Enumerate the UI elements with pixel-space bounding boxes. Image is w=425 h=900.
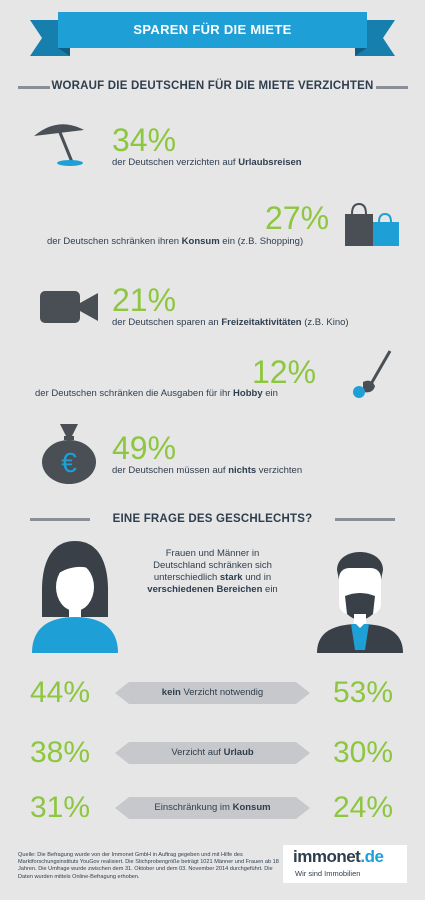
beach-umbrella-icon (34, 124, 84, 166)
title-banner: SPAREN FÜR DIE MIETE (0, 0, 425, 60)
stat-percent-hobby: 12% (252, 354, 317, 390)
stat-percent-freizeit: 21% (112, 282, 177, 318)
stat-text-urlaub: der Deutschen verzichten auf Urlaubsreis… (112, 157, 302, 168)
comparison-label-urlaub: Verzicht auf Urlaub (171, 747, 254, 758)
logo-wordmark: immonet.de (293, 847, 384, 866)
logo-tagline: Wir sind Immobilien (295, 869, 361, 878)
stat-text-nichts: der Deutschen müssen auf nichts verzicht… (112, 465, 303, 476)
women-percent-konsum: 31% (30, 791, 91, 824)
gender-intro-text: Frauen und Männer in Deutschland schränk… (147, 548, 278, 595)
men-percent-urlaub: 30% (333, 736, 394, 769)
double-arrow-icon (115, 742, 310, 764)
svg-text:€: € (61, 447, 77, 478)
euro-money-bag-icon: € (42, 424, 96, 484)
stat-text-freizeit: der Deutschen sparen an Freizeitaktivitä… (112, 317, 349, 328)
comparison-arrow-kein-verzicht: kein Verzicht notwendig (115, 682, 310, 704)
stat-text-hobby: der Deutschen schränken die Ausgaben für… (35, 388, 278, 399)
golf-club-icon (353, 350, 392, 398)
immonet-logo[interactable]: immonet.de Wir sind Immobilien (283, 845, 407, 883)
men-percent-kein-verzicht: 53% (333, 676, 394, 709)
section-title-verzicht: WORAUF DIE DEUTSCHEN FÜR DIE MIETE VERZI… (51, 80, 374, 92)
title-rule-left-2 (30, 518, 90, 521)
stat-percent-konsum: 27% (265, 200, 330, 236)
video-camera-icon (40, 291, 98, 323)
women-percent-kein-verzicht: 44% (30, 676, 91, 709)
banner-title: SPAREN FÜR DIE MIETE (58, 12, 367, 48)
section-title-geschlecht: EINE FRAGE DES GESCHLECHTS? (112, 513, 313, 525)
title-rule-right (376, 86, 408, 89)
stat-percent-nichts: 49% (112, 430, 177, 466)
men-percent-konsum: 24% (333, 791, 394, 824)
man-avatar-icon (317, 552, 403, 653)
comparison-arrow-konsum: Einschränkung im Konsum (115, 797, 310, 819)
shopping-bags-icon (345, 202, 399, 246)
woman-avatar-icon (32, 541, 118, 653)
double-arrow-icon (115, 682, 310, 704)
stat-text-konsum: der Deutschen schränken ihren Konsum ein… (47, 236, 304, 247)
women-percent-urlaub: 38% (30, 736, 91, 769)
comparison-label-konsum: Einschränkung im Konsum (154, 802, 271, 813)
source-note: Quelle: Die Befragung wurde von der Immo… (18, 852, 279, 880)
comparison-arrow-urlaub: Verzicht auf Urlaub (115, 742, 310, 764)
title-rule-right-2 (335, 518, 395, 521)
comparison-label-kein-verzicht: kein Verzicht notwendig (161, 687, 264, 698)
stat-percent-urlaub: 34% (112, 122, 177, 158)
double-arrow-icon (115, 797, 310, 819)
title-rule-left (18, 86, 50, 89)
